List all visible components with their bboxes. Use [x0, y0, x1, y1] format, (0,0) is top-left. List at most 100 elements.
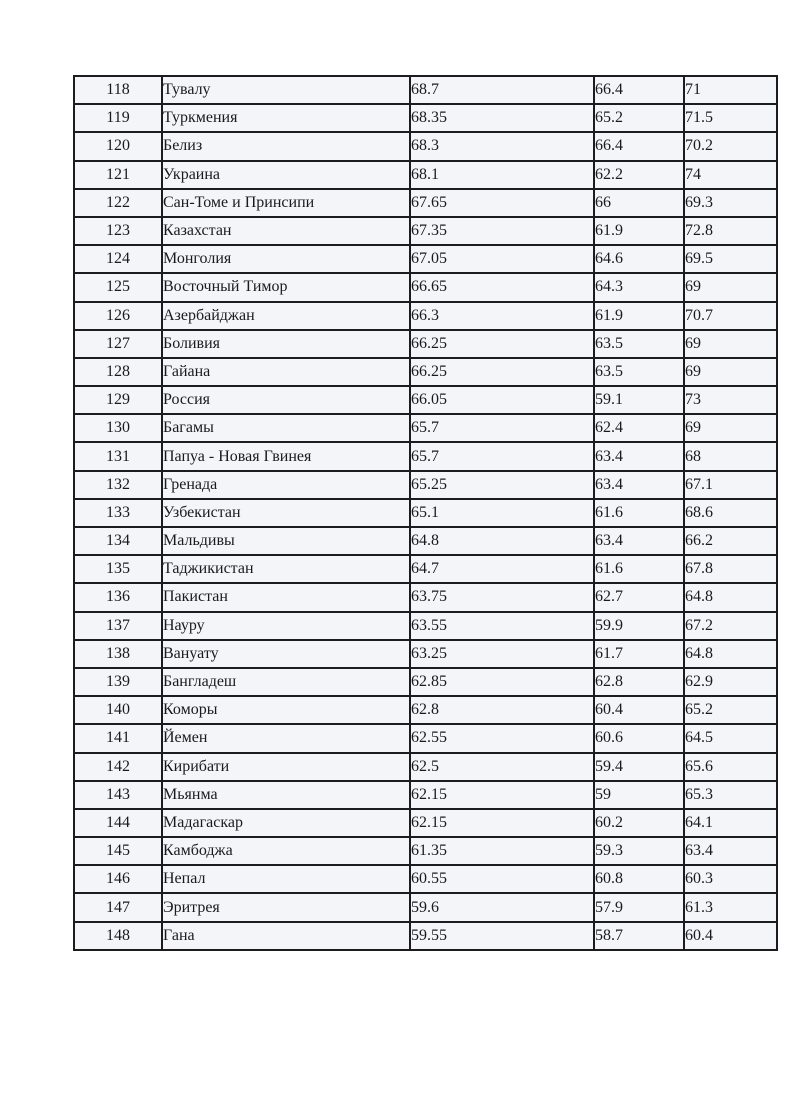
value-3-cell: 72.8 — [683, 215, 778, 247]
country-cell: Таджикистан — [161, 554, 411, 585]
value-3-cell: 68 — [683, 441, 778, 472]
value-1-cell: 60.55 — [409, 864, 595, 895]
country-cell: Камбоджа — [161, 836, 411, 867]
table-row: 128 Гайана 66.25 63.5 69 — [73, 356, 778, 388]
rank-cell: 134 — [73, 525, 163, 557]
value-2-cell: 63.5 — [593, 356, 685, 388]
country-cell: Тувалу — [161, 74, 411, 106]
value-2-cell: 60.8 — [593, 864, 685, 895]
value-3-cell: 64.1 — [683, 807, 778, 839]
rank-cell: 142 — [73, 751, 163, 782]
value-3-cell: 64.8 — [683, 582, 778, 613]
table-row: 147 Эритрея 59.6 57.9 61.3 — [73, 892, 778, 923]
value-1-cell: 67.05 — [409, 244, 595, 275]
value-3-cell: 60.3 — [683, 864, 778, 895]
table-row: 142 Кирибати 62.5 59.4 65.6 — [73, 751, 778, 782]
country-ranking-table: 118 Тувалу 68.7 66.4 71 119 Туркмения 68.35 65.2… — [73, 74, 778, 951]
table-row: 126 Азербайджан 66.3 61.9 70.7 — [73, 300, 778, 331]
value-1-cell: 66.65 — [409, 272, 595, 303]
country-cell: Эритрея — [161, 892, 411, 923]
value-2-cell: 61.7 — [593, 638, 685, 669]
country-cell: Вануату — [161, 638, 411, 669]
country-cell: Йемен — [161, 723, 411, 754]
value-1-cell: 66.25 — [409, 356, 595, 388]
country-cell: Монголия — [161, 244, 411, 275]
value-2-cell: 66.4 — [593, 74, 685, 106]
value-2-cell: 62.2 — [593, 159, 685, 190]
country-cell: Туркмения — [161, 103, 411, 134]
value-2-cell: 59.4 — [593, 751, 685, 782]
value-3-cell: 65.6 — [683, 751, 778, 782]
table-row: 129 Россия 66.05 59.1 73 — [73, 385, 778, 416]
rank-cell: 138 — [73, 638, 163, 669]
value-1-cell: 68.7 — [409, 74, 595, 106]
rank-cell: 147 — [73, 892, 163, 923]
value-2-cell: 61.6 — [593, 497, 685, 529]
value-2-cell: 63.4 — [593, 469, 685, 500]
table-row: 148 Гана 59.55 58.7 60.4 — [73, 920, 778, 951]
table-row: 131 Папуа - Новая Гвинея 65.7 63.4 68 — [73, 441, 778, 472]
value-2-cell: 63.5 — [593, 328, 685, 359]
table-row: 134 Мальдивы 64.8 63.4 66.2 — [73, 525, 778, 557]
value-3-cell: 69 — [683, 413, 778, 444]
value-3-cell: 65.3 — [683, 779, 778, 810]
value-1-cell: 62.15 — [409, 807, 595, 839]
value-3-cell: 67.1 — [683, 469, 778, 500]
rank-cell: 135 — [73, 554, 163, 585]
table-row: 139 Бангладеш 62.85 62.8 62.9 — [73, 666, 778, 698]
table-row: 135 Таджикистан 64.7 61.6 67.8 — [73, 554, 778, 585]
value-3-cell: 66.2 — [683, 525, 778, 557]
value-1-cell: 65.7 — [409, 441, 595, 472]
value-3-cell: 60.4 — [683, 920, 778, 951]
value-1-cell: 65.25 — [409, 469, 595, 500]
rank-cell: 128 — [73, 356, 163, 388]
country-cell: Пакистан — [161, 582, 411, 613]
value-3-cell: 69 — [683, 272, 778, 303]
rank-cell: 144 — [73, 807, 163, 839]
table-row: 143 Мьянма 62.15 59 65.3 — [73, 779, 778, 810]
rank-cell: 137 — [73, 610, 163, 641]
rank-cell: 139 — [73, 666, 163, 698]
value-1-cell: 62.55 — [409, 723, 595, 754]
table-row: 146 Непал 60.55 60.8 60.3 — [73, 864, 778, 895]
value-1-cell: 64.7 — [409, 554, 595, 585]
value-1-cell: 68.3 — [409, 131, 595, 162]
country-cell: Гайана — [161, 356, 411, 388]
table-row: 141 Йемен 62.55 60.6 64.5 — [73, 723, 778, 754]
table-row: 118 Тувалу 68.7 66.4 71 — [73, 74, 778, 106]
table-row: 123 Казахстан 67.35 61.9 72.8 — [73, 215, 778, 247]
value-3-cell: 64.8 — [683, 638, 778, 669]
rank-cell: 145 — [73, 836, 163, 867]
rank-cell: 127 — [73, 328, 163, 359]
value-2-cell: 58.7 — [593, 920, 685, 951]
table-row: 138 Вануату 63.25 61.7 64.8 — [73, 638, 778, 669]
value-3-cell: 67.8 — [683, 554, 778, 585]
value-2-cell: 64.6 — [593, 244, 685, 275]
country-cell: Мальдивы — [161, 525, 411, 557]
value-2-cell: 60.2 — [593, 807, 685, 839]
value-3-cell: 70.2 — [683, 131, 778, 162]
value-1-cell: 64.8 — [409, 525, 595, 557]
value-3-cell: 62.9 — [683, 666, 778, 698]
value-1-cell: 62.15 — [409, 779, 595, 810]
value-3-cell: 69.3 — [683, 187, 778, 218]
country-cell: Мьянма — [161, 779, 411, 810]
value-3-cell: 71 — [683, 74, 778, 106]
value-1-cell: 59.55 — [409, 920, 595, 951]
value-3-cell: 68.6 — [683, 497, 778, 529]
table-row: 136 Пакистан 63.75 62.7 64.8 — [73, 582, 778, 613]
table-row: 120 Белиз 68.3 66.4 70.2 — [73, 131, 778, 162]
rank-cell: 122 — [73, 187, 163, 218]
value-2-cell: 63.4 — [593, 525, 685, 557]
rank-cell: 119 — [73, 103, 163, 134]
value-2-cell: 66.4 — [593, 131, 685, 162]
rank-cell: 125 — [73, 272, 163, 303]
value-1-cell: 59.6 — [409, 892, 595, 923]
country-cell: Бангладеш — [161, 666, 411, 698]
value-3-cell: 64.5 — [683, 723, 778, 754]
table-row: 125 Восточный Тимор 66.65 64.3 69 — [73, 272, 778, 303]
table-row: 145 Камбоджа 61.35 59.3 63.4 — [73, 836, 778, 867]
country-cell: Украина — [161, 159, 411, 190]
value-2-cell: 57.9 — [593, 892, 685, 923]
